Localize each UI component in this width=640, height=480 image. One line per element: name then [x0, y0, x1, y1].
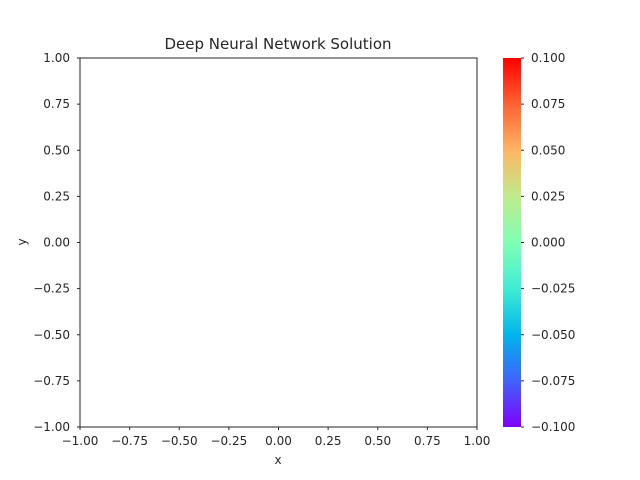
colorbar — [503, 58, 521, 427]
colorbar-tick-label: −0.050 — [531, 328, 575, 342]
x-tick-label: 0.75 — [414, 434, 441, 448]
colorbar-ticks: −0.100 −0.075 −0.050 −0.025 0.000 0.025 0.050 0… — [521, 51, 575, 434]
chart-title: Deep Neural Network Solution — [164, 35, 391, 53]
x-tick-label: −0.25 — [210, 434, 247, 448]
y-axis-ticks: −1.00 −0.75 −0.50 −0.25 0.00 0.25 0.50 0.75 1.00 — [33, 51, 80, 434]
y-tick-label: −0.75 — [33, 374, 70, 388]
y-tick-label: 1.00 — [43, 51, 70, 65]
x-axis-label: x — [274, 453, 281, 467]
x-tick-label: −1.00 — [62, 434, 99, 448]
y-tick-label: 0.75 — [43, 97, 70, 111]
x-tick-label: 1.00 — [464, 434, 491, 448]
colorbar-tick-label: 0.075 — [531, 97, 565, 111]
colorbar-tick-label: −0.100 — [531, 420, 575, 434]
y-axis-label: y — [15, 238, 29, 245]
colorbar-tick-label: 0.100 — [531, 51, 565, 65]
y-tick-label: −1.00 — [33, 420, 70, 434]
colorbar-tick-label: −0.075 — [531, 374, 575, 388]
x-tick-label: −0.50 — [161, 434, 198, 448]
x-axis-ticks: −1.00 −0.75 −0.50 −0.25 0.00 0.25 0.50 0.75 1.00 — [62, 427, 491, 448]
y-tick-label: −0.25 — [33, 282, 70, 296]
x-tick-label: 0.00 — [265, 434, 292, 448]
plot-area — [79, 57, 478, 428]
y-tick-label: −0.50 — [33, 328, 70, 342]
colorbar-tick-label: 0.025 — [531, 189, 565, 203]
y-tick-label: 0.00 — [43, 236, 70, 250]
x-tick-label: −0.75 — [111, 434, 148, 448]
colorbar-tick-label: −0.025 — [531, 282, 575, 296]
colorbar-tick-label: 0.050 — [531, 143, 565, 157]
y-tick-label: 0.50 — [43, 143, 70, 157]
y-tick-label: 0.25 — [43, 189, 70, 203]
colorbar-tick-label: 0.000 — [531, 236, 565, 250]
x-tick-label: 0.50 — [364, 434, 391, 448]
x-tick-label: 0.25 — [315, 434, 342, 448]
